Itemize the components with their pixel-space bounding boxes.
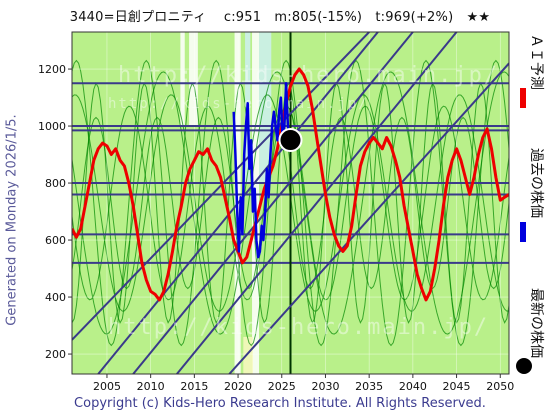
x-tick-label: 2045 (443, 380, 471, 393)
x-tick-label: 2010 (137, 380, 165, 393)
legend-past-swatch (520, 222, 526, 242)
legend-forecast-swatch (520, 88, 526, 108)
trend-line (72, 32, 370, 341)
copyright-footer: Copyright (c) Kids-Hero Research Institu… (74, 396, 486, 411)
series (72, 67, 509, 302)
legend-past-label: 過去の株価 (528, 148, 544, 218)
watermark-bottom: http://kids-hero.main.jp/ (108, 315, 489, 340)
x-tick-label: 2025 (268, 380, 296, 393)
trend-line (228, 62, 509, 374)
x-tick-label: 2035 (355, 380, 383, 393)
highlight-band (243, 336, 253, 374)
highlight-band (180, 32, 185, 127)
axis-ticks: 2005 2010 2015 2020 2025 2030 2035 2040 2045 2050… (38, 63, 514, 393)
x-tick-label: 2020 (224, 380, 252, 393)
highlight-band (259, 32, 272, 184)
legend-latest-label: 最新の株価 (528, 288, 544, 358)
y-tick-label: 1000 (38, 120, 66, 133)
chart-title: 3440=日創プロニティ c:951 m:805(-15%) t:969(+2%… (69, 10, 491, 25)
x-tick-label: 2005 (93, 380, 121, 393)
x-tick-label: 2030 (311, 380, 339, 393)
trend-lines (72, 32, 509, 374)
past-price-series-line (232, 82, 291, 259)
x-tick-label: 2015 (180, 380, 208, 393)
y-tick-label: 400 (45, 291, 66, 304)
watermark-top-small: http://kids-hero.main.jp/ (108, 96, 369, 112)
y-tick-label: 800 (45, 177, 66, 190)
x-tick-label: 2040 (399, 380, 427, 393)
legend: ＡＩ予測 過去の株価 最新の株価 (516, 34, 544, 374)
legend-latest-marker (516, 358, 532, 374)
plot-frame (71, 31, 510, 375)
trend-line (176, 32, 458, 374)
x-tick-label: 2050 (486, 380, 514, 393)
latest-price-marker (278, 128, 303, 153)
highlight-band (189, 32, 198, 127)
forecast-series-line (72, 67, 509, 302)
trend-line (132, 32, 414, 374)
y-tick-label: 200 (45, 348, 66, 361)
y-tick-label: 1200 (38, 63, 66, 76)
legend-forecast-label: ＡＩ予測 (528, 34, 544, 90)
y-tick-label: 600 (45, 234, 66, 247)
